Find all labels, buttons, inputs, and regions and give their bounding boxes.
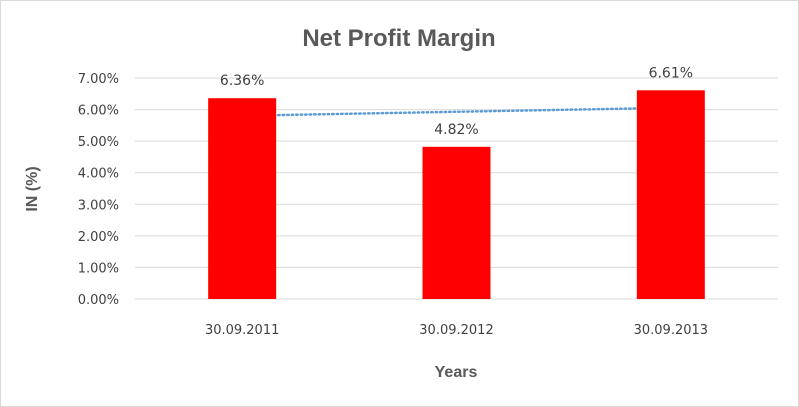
x-axis-title: Years bbox=[435, 364, 478, 381]
bar bbox=[422, 146, 491, 299]
y-tick-label: 7.00% bbox=[78, 72, 119, 87]
y-tick-label: 3.00% bbox=[78, 198, 119, 213]
y-tick-label: 2.00% bbox=[78, 230, 119, 245]
y-tick-label: 0.00% bbox=[78, 293, 119, 308]
data-labels: 6.36% 4.82% 6.61% bbox=[220, 65, 693, 138]
chart-title: Net Profit Margin bbox=[302, 25, 495, 52]
bar bbox=[636, 90, 705, 299]
data-label: 4.82% bbox=[434, 122, 478, 138]
y-tick-label: 5.00% bbox=[78, 135, 119, 150]
x-tick-label: 30.09.2012 bbox=[419, 323, 493, 338]
y-axis-title: IN (%) bbox=[24, 166, 41, 211]
x-tick-label: 30.09.2011 bbox=[205, 323, 279, 338]
y-axis-ticks: 0.00% 1.00% 2.00% 3.00% 4.00% 5.00% 6.00% 7.00% bbox=[78, 72, 119, 308]
trendline bbox=[240, 106, 673, 117]
data-label: 6.61% bbox=[649, 65, 693, 81]
y-tick-label: 1.00% bbox=[78, 261, 119, 276]
x-tick-label: 30.09.2013 bbox=[634, 323, 708, 338]
trendline-group bbox=[240, 106, 673, 117]
y-tick-label: 4.00% bbox=[78, 167, 119, 182]
bar bbox=[208, 98, 277, 299]
data-label: 6.36% bbox=[220, 73, 264, 89]
bars bbox=[208, 90, 705, 299]
x-axis-ticks: 30.09.2011 30.09.2012 30.09.2013 bbox=[205, 323, 708, 338]
y-tick-label: 6.00% bbox=[78, 104, 119, 119]
